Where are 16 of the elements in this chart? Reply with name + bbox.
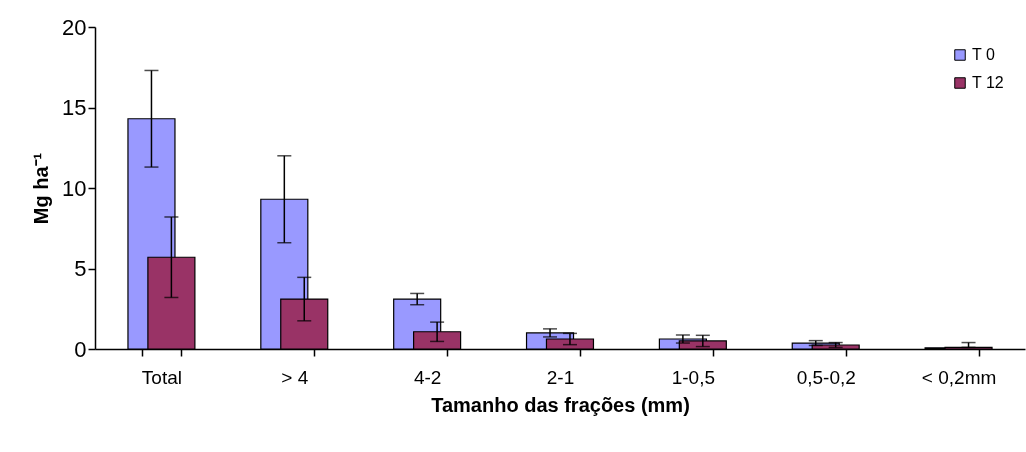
legend-label: T 12	[972, 74, 1004, 91]
x-axis-title: Tamanho das frações (mm)	[431, 393, 690, 416]
y-tick-label: 15	[62, 95, 87, 120]
y-tick-label: 0	[74, 336, 87, 362]
x-tick-label: > 4	[281, 366, 309, 388]
x-tick-label: 0,5-0,2	[796, 366, 856, 388]
y-axis-title: Mg ha⁻¹	[30, 152, 53, 225]
y-tick-label: 20	[62, 14, 87, 40]
x-tick-label: 1-0,5	[671, 366, 716, 388]
x-tick-label: Total	[141, 366, 182, 388]
y-tick-label: 5	[74, 256, 87, 281]
legend-label: T 0	[972, 46, 995, 63]
x-tick-label: 2-1	[546, 366, 575, 388]
y-tick-label: 10	[62, 175, 87, 201]
x-tick-label: < 0,2mm	[921, 366, 997, 388]
x-tick-label: 4-2	[413, 366, 442, 388]
